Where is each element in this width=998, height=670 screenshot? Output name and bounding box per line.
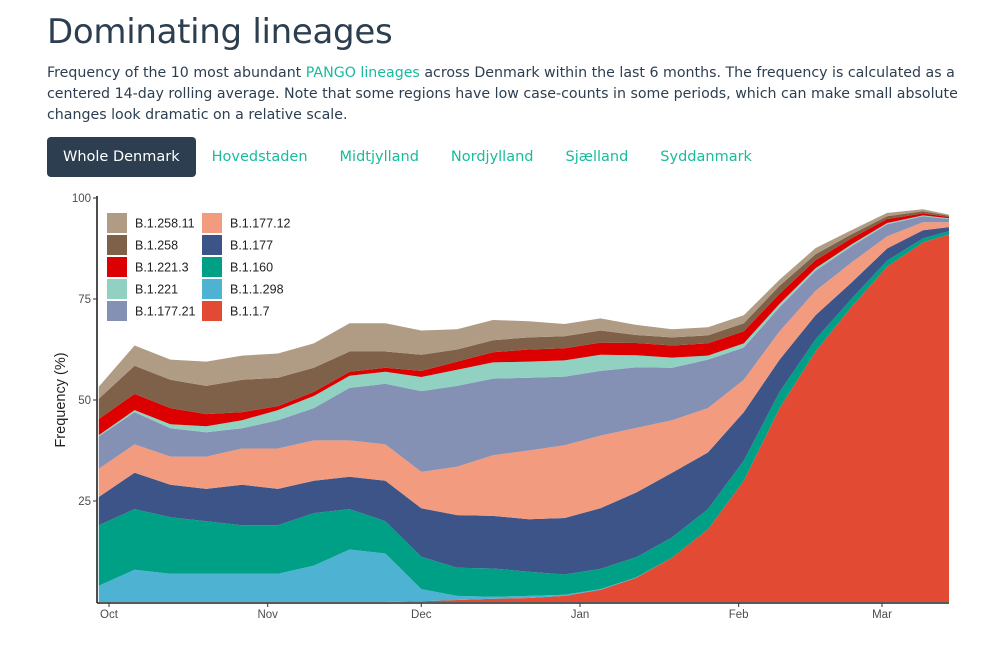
x-tick-label: Nov [257, 609, 278, 621]
legend-swatch [107, 257, 127, 277]
legend-swatch [202, 235, 222, 255]
pango-lineages-link[interactable]: PANGO lineages [305, 65, 420, 81]
y-tick-label: 75 [78, 294, 91, 306]
area-B-1-177-21 [98, 216, 950, 472]
tab-syddanmark[interactable]: Syddanmark [660, 149, 752, 165]
y-tick-label: 25 [78, 496, 91, 508]
x-tick-label: Dec [411, 609, 432, 621]
tab-nordjylland[interactable]: Nordjylland [450, 149, 534, 165]
area-B-1-1-7 [98, 234, 950, 602]
region-tabs: Whole Denmark Hovedstaden Midtjylland No… [47, 137, 768, 177]
area-B-1-177 [98, 227, 950, 575]
legend-label: B.1.221 [135, 283, 178, 297]
legend-swatch [107, 279, 127, 299]
page-title: Dominating lineages [47, 12, 393, 52]
tab-hovedstaden[interactable]: Hovedstaden [211, 149, 308, 165]
tab-sjaelland[interactable]: Sjælland [565, 149, 629, 165]
legend-swatch [107, 213, 127, 233]
page-description: Frequency of the 10 most abundant PANGO … [47, 63, 967, 126]
legend-label: B.1.221.3 [135, 261, 189, 275]
x-tick-label: Jan [571, 609, 590, 621]
legend-swatch [202, 213, 222, 233]
legend-swatch [202, 257, 222, 277]
y-axis-label: Frequency (%) [53, 352, 69, 447]
legend-label: B.1.258 [135, 239, 178, 253]
area-B-1-221-3 [98, 213, 950, 436]
area-B-1-258 [98, 211, 950, 419]
description-text-before: Frequency of the 10 most abundant [47, 65, 306, 81]
y-tick-label: 50 [78, 395, 91, 407]
x-tick-label: Mar [872, 609, 892, 621]
area-B-1-177-12 [98, 222, 950, 520]
description-text-after: across Denmark within the last 6 months.… [47, 65, 958, 123]
legend-swatch [202, 301, 222, 321]
legend-label: B.1.1.298 [230, 283, 284, 297]
area-B-1-160 [98, 231, 950, 597]
stacked-areas [98, 209, 950, 602]
legend: B.1.258.11 B.1.258 B.1.221.3 B.1.221 B.1.177… [107, 213, 291, 321]
y-tick-label: 100 [72, 193, 91, 205]
legend-label: B.1.177 [230, 239, 273, 253]
tab-midtjylland[interactable]: Midtjylland [339, 149, 419, 165]
x-tick-label: Feb [729, 609, 749, 621]
axes: 25 50 75 100 Oct Nov Dec Jan Feb Mar [72, 193, 949, 621]
area-B-1-258-11 [98, 209, 950, 399]
legend-label: B.1.160 [230, 261, 273, 275]
legend-swatch [202, 279, 222, 299]
legend-swatch [107, 301, 127, 321]
legend-label: B.1.1.7 [230, 305, 270, 319]
legend-label: B.1.177.21 [135, 305, 196, 319]
legend-label: B.1.177.12 [230, 217, 291, 231]
x-tick-label: Oct [100, 609, 119, 621]
legend-swatch [107, 235, 127, 255]
tab-whole-denmark[interactable]: Whole Denmark [47, 137, 196, 177]
legend-label: B.1.258.11 [135, 217, 195, 231]
area-B-1-221 [98, 215, 950, 437]
